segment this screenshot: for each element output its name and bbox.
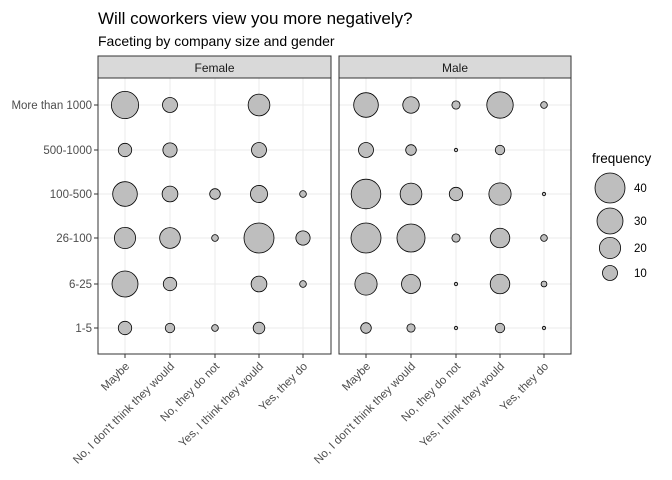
point-male-1-5-yes-they-do <box>541 325 547 331</box>
facet-panels: Female Male <box>97 55 572 355</box>
point-female-100-500-yes-they-do <box>299 190 307 198</box>
point-female-more-than-1000-yes-i-think-they-would <box>247 93 271 117</box>
point-female-26-100-maybe <box>113 226 137 250</box>
point-male-100-500-yes-they-do <box>541 191 547 197</box>
point-male-500-1000-no-they-do-not <box>453 147 459 153</box>
x-tick-label-female-yes-i-think-they-would: Yes, I think they would <box>177 361 266 450</box>
point-male-6-25-yes-i-think-they-would <box>489 273 511 295</box>
point-female-6-25-yes-i-think-they-would <box>250 275 268 293</box>
point-female-6-25-maybe <box>111 270 139 298</box>
point-male-more-than-1000-maybe <box>353 92 379 118</box>
point-female-26-100-yes-i-think-they-would <box>243 222 275 254</box>
point-male-more-than-1000-no-i-don-t-think-they-would <box>402 96 420 114</box>
point-female-more-than-1000-no-i-don-t-think-they-would <box>162 97 178 113</box>
legend-key-20 <box>598 236 622 260</box>
facet-male: Male <box>338 55 572 355</box>
y-tick-label-6-25: 6-25 <box>69 279 92 291</box>
points-female <box>110 90 311 336</box>
points-male <box>350 91 548 334</box>
legend-label-40: 40 <box>634 183 647 195</box>
chart-subtitle: Faceting by company size and gender <box>98 33 335 49</box>
facet-female: Female <box>97 55 332 355</box>
legend-title: frequency <box>592 151 652 166</box>
point-male-1-5-no-i-don-t-think-they-would <box>406 323 416 333</box>
point-male-100-500-maybe <box>350 178 382 210</box>
y-tick-label-more-than-1000: More than 1000 <box>11 100 92 112</box>
point-male-500-1000-no-i-don-t-think-they-would <box>405 144 417 156</box>
chart-title: Will coworkers view you more negatively? <box>98 9 413 28</box>
point-female-26-100-yes-they-do <box>295 230 311 246</box>
panel-border-male <box>338 77 572 355</box>
point-male-26-100-no-i-don-t-think-they-would <box>396 223 426 253</box>
point-male-6-25-no-i-don-t-think-they-would <box>401 274 421 294</box>
point-female-1-5-no-they-do-not <box>211 324 219 332</box>
y-axis: 1-5 6-25 26-100 100-500 500-1000 More than 10… <box>11 100 98 335</box>
point-male-26-100-maybe <box>350 222 382 254</box>
point-female-100-500-maybe <box>112 181 138 207</box>
x-tick-label-female-maybe: Maybe <box>99 361 132 394</box>
point-male-26-100-yes-they-do <box>540 234 548 242</box>
point-male-more-than-1000-yes-they-do <box>540 101 548 109</box>
legend-label-30: 30 <box>634 216 647 228</box>
point-female-100-500-yes-i-think-they-would <box>250 185 268 203</box>
x-tick-label-male-yes-i-think-they-would: Yes, I think they would <box>418 361 507 450</box>
point-female-1-5-no-i-don-t-think-they-would <box>164 322 176 334</box>
point-male-6-25-yes-they-do <box>540 280 548 288</box>
point-male-26-100-no-they-do-not <box>451 233 461 243</box>
y-tick-label-26-100: 26-100 <box>56 233 92 245</box>
point-male-100-500-no-i-don-t-think-they-would <box>399 182 423 206</box>
size-legend: frequency 40 30 20 10 <box>592 151 652 281</box>
point-female-26-100-no-i-don-t-think-they-would <box>159 227 181 249</box>
point-male-100-500-yes-i-think-they-would <box>488 182 512 206</box>
point-male-500-1000-maybe <box>358 142 374 158</box>
point-male-500-1000-yes-i-think-they-would <box>494 144 506 156</box>
point-female-100-500-no-they-do-not <box>209 188 221 200</box>
point-female-500-1000-yes-i-think-they-would <box>251 142 267 158</box>
point-female-6-25-yes-they-do <box>299 280 307 288</box>
point-male-more-than-1000-no-they-do-not <box>451 100 461 110</box>
panel-background-male <box>339 78 571 354</box>
y-tick-label-100-500: 100-500 <box>50 189 92 201</box>
point-male-more-than-1000-yes-i-think-they-would <box>486 91 514 119</box>
legend-label-20: 20 <box>634 243 647 255</box>
y-tick-label-500-1000: 500-1000 <box>43 145 92 157</box>
legend-key-30 <box>596 207 624 235</box>
point-female-500-1000-maybe <box>117 142 133 158</box>
point-female-500-1000-no-i-don-t-think-they-would <box>162 142 178 158</box>
point-male-1-5-maybe <box>360 322 372 334</box>
facet-label-male: Male <box>442 61 468 75</box>
point-female-more-than-1000-maybe <box>110 90 140 120</box>
point-male-6-25-maybe <box>354 272 378 296</box>
point-male-1-5-no-they-do-not <box>453 325 459 331</box>
x-tick-label-male-maybe: Maybe <box>340 361 373 394</box>
point-female-26-100-no-they-do-not <box>211 234 219 242</box>
point-female-1-5-yes-i-think-they-would <box>252 321 266 335</box>
legend-label-10: 10 <box>634 268 647 280</box>
legend-key-40 <box>594 172 626 204</box>
point-male-26-100-yes-i-think-they-would <box>489 227 511 249</box>
point-male-100-500-no-they-do-not <box>448 186 464 202</box>
point-male-6-25-no-they-do-not <box>453 281 459 287</box>
point-female-100-500-no-i-don-t-think-they-would <box>161 185 179 203</box>
point-female-1-5-maybe <box>117 320 133 336</box>
point-male-1-5-yes-i-think-they-would <box>494 322 506 334</box>
y-tick-label-1-5: 1-5 <box>75 323 92 335</box>
legend-key-10 <box>602 265 618 281</box>
point-female-6-25-no-i-don-t-think-they-would <box>162 276 178 292</box>
facet-label-female: Female <box>194 61 234 75</box>
